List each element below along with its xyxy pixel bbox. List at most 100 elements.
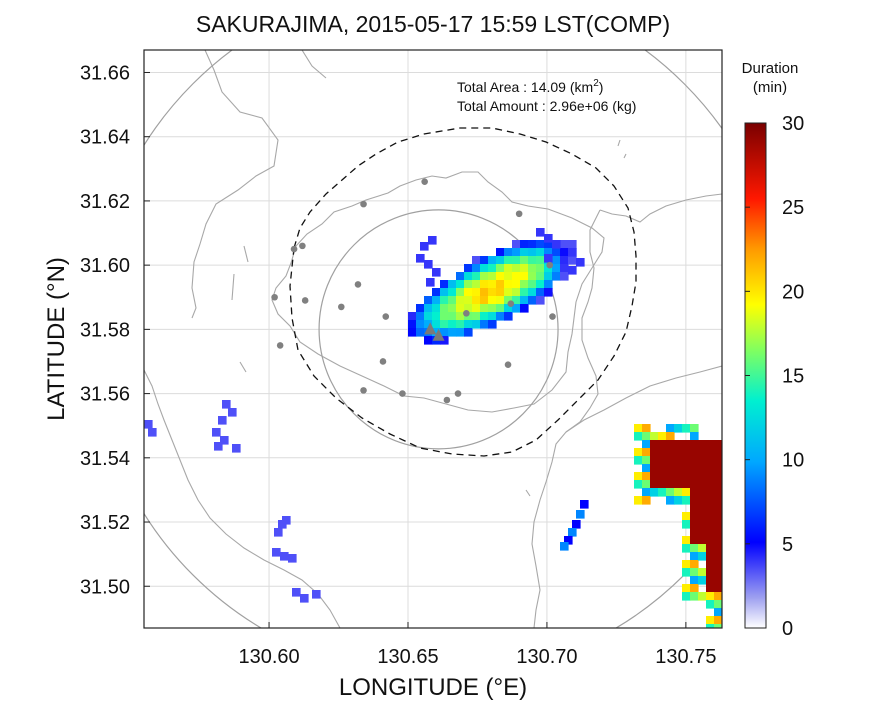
ash-cell [674, 496, 683, 505]
ash-cell [682, 544, 691, 553]
ash-cell [706, 456, 715, 465]
ash-cell [472, 304, 481, 313]
ash-cell [432, 320, 441, 329]
ash-cell [706, 464, 715, 473]
ash-cell [706, 528, 715, 537]
ash-cell [488, 272, 497, 281]
ash-cell [706, 472, 715, 481]
ash-cell [426, 278, 435, 287]
ash-cell [682, 424, 691, 433]
ash-cell [480, 320, 489, 329]
ash-cell [698, 504, 707, 513]
ash-cell [706, 600, 715, 609]
ash-cell [416, 328, 425, 337]
ash-cell [642, 456, 651, 465]
colorbar-tick-label: 15 [782, 366, 804, 388]
ash-cell [432, 296, 441, 305]
ash-cell [504, 288, 513, 297]
ash-cell [560, 264, 569, 273]
y-tick-label: 31.64 [80, 127, 130, 149]
ash-cell [714, 448, 722, 457]
ash-cell [424, 320, 433, 329]
ash-cell [512, 304, 521, 313]
ash-cell [420, 242, 429, 251]
ash-cell [714, 536, 722, 545]
ash-cell [520, 240, 529, 249]
station-dot [271, 293, 278, 301]
ash-cell [666, 480, 675, 489]
ash-cell [698, 528, 707, 537]
ash-cell [496, 256, 505, 265]
ash-cell [650, 488, 659, 497]
ash-cell [690, 520, 699, 529]
map-area [143, 49, 723, 629]
ash-cell [690, 592, 699, 601]
ash-cell [416, 312, 425, 321]
ash-cell [698, 496, 707, 505]
ash-cell [504, 256, 513, 265]
ash-cell [642, 464, 651, 473]
ash-cell [432, 304, 441, 313]
ash-cell [690, 472, 699, 481]
ash-cell [496, 248, 505, 257]
ash-cell [536, 296, 545, 305]
ash-cell [698, 448, 707, 457]
ash-cell [432, 312, 441, 321]
ash-cell [658, 456, 667, 465]
ash-cell [520, 296, 529, 305]
ash-cell [488, 264, 497, 273]
ash-cell [274, 528, 283, 537]
ash-cell [552, 256, 561, 265]
station-dot [504, 361, 512, 368]
ash-cell [496, 264, 505, 273]
mainland-coast-northeast [301, 50, 722, 223]
x-tick-label: 130.65 [377, 646, 438, 668]
ash-cell [714, 504, 722, 513]
ash-cell [448, 328, 457, 337]
ash-cell [714, 584, 722, 593]
ash-cell [464, 320, 473, 329]
ash-cell [706, 480, 715, 489]
y-tick-label: 31.50 [80, 576, 130, 598]
ash-cell [480, 296, 489, 305]
ash-cell [714, 456, 722, 465]
ash-cell [480, 264, 489, 273]
ash-cell [488, 256, 497, 265]
colorbar-tick-label: 30 [782, 113, 804, 135]
ash-cell [690, 496, 699, 505]
ash-cell [472, 288, 481, 297]
ash-cell [706, 592, 715, 601]
ash-cell [690, 456, 699, 465]
ash-cell [698, 512, 707, 521]
ash-cell [512, 240, 521, 249]
ash-cell [416, 320, 425, 329]
ash-cell [560, 248, 569, 257]
ash-cell [536, 264, 545, 273]
ash-cell [682, 488, 691, 497]
ash-cell [666, 424, 675, 433]
ash-cell [464, 304, 473, 313]
ash-cell [560, 272, 569, 281]
ash-cell [496, 296, 505, 305]
colorbar-tick-label: 25 [782, 197, 804, 219]
ash-cell [432, 268, 441, 277]
ash-cell [440, 280, 449, 289]
ash-cell [544, 272, 553, 281]
ash-cell [456, 312, 465, 321]
ash-cell [544, 248, 553, 257]
ash-cell [552, 272, 561, 281]
station-dot [299, 242, 306, 250]
x-tick-label: 130.75 [655, 646, 716, 668]
ash-cell [520, 288, 529, 297]
ash-cell [544, 240, 553, 249]
ash-cell [666, 448, 675, 457]
station-dot [454, 390, 462, 397]
station-dot [463, 310, 470, 317]
ash-cell [714, 512, 722, 521]
ash-cell [544, 288, 553, 297]
ash-cell [690, 584, 699, 593]
ash-cell [544, 280, 553, 289]
ash-cell [714, 472, 722, 481]
ash-cell [690, 544, 699, 553]
ash-cell [666, 440, 675, 449]
